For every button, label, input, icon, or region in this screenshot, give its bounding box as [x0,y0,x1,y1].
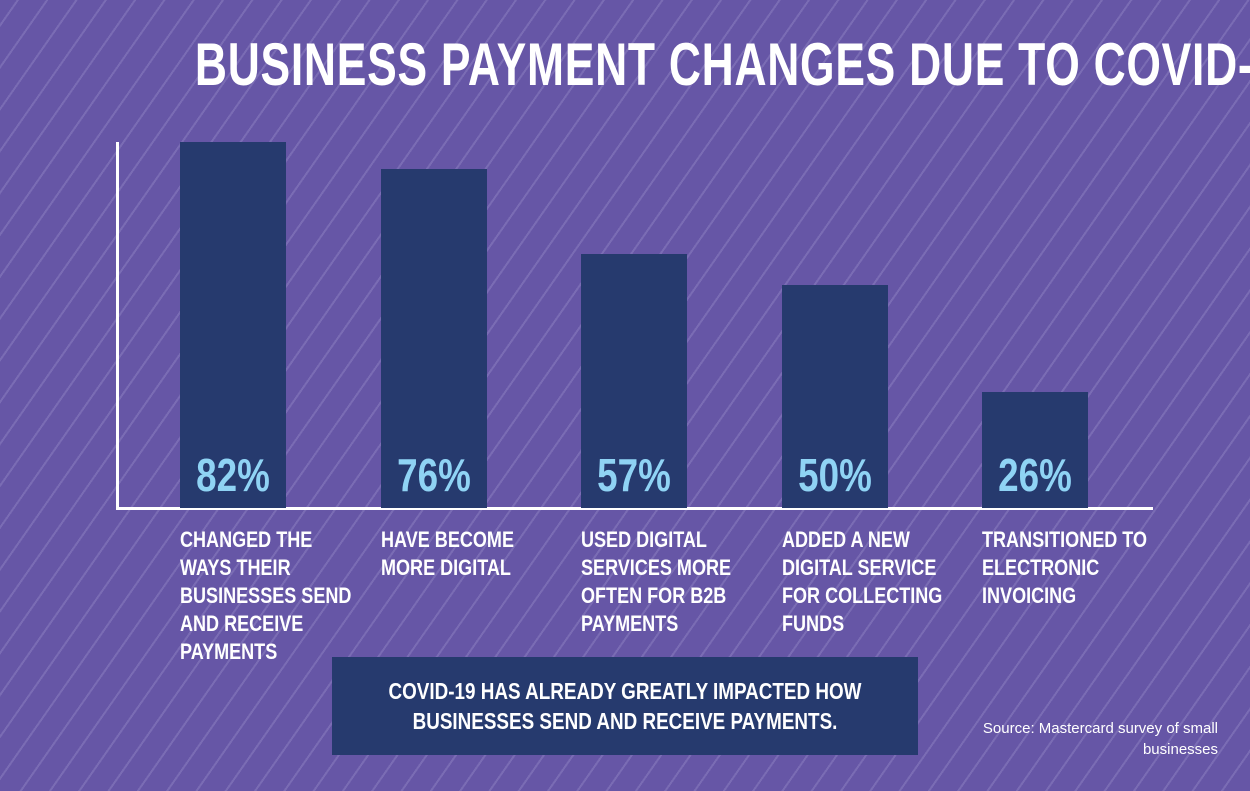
value-label: 50% [797,449,872,501]
x-tick-label: HAVE BECOME MORE DIGITAL [380,527,514,580]
x-tick-label: TRANSITIONED TO ELECTRONIC INVOICING [982,527,1148,608]
x-axis [116,507,1153,510]
bar [982,391,1088,508]
x-tick-label: CHANGED THE WAYS THEIR BUSINESSES SEND A… [180,527,352,664]
value-label: 82% [196,449,270,501]
value-label: 57% [597,449,671,501]
bar [380,168,487,508]
y-axis [116,142,119,510]
value-label: 26% [998,449,1072,501]
bar [781,284,888,508]
bar [180,142,286,508]
x-tick-label: USED DIGITAL SERVICES MORE OFTEN FOR B2B… [581,527,732,636]
chart-title-text: BUSINESS PAYMENT CHANGES DUE TO COVID-19 [194,31,1250,98]
x-tick-label: ADDED A NEW DIGITAL SERVICE FOR COLLECTI… [781,527,942,636]
value-label: 76% [396,449,471,501]
bar [581,253,687,508]
source: Source: Mastercard survey of small busin… [982,720,1218,758]
annotation: COVID-19 HAS ALREADY GREATLY IMPACTED HO… [388,678,862,734]
annotation-box: COVID-19 HAS ALREADY GREATLY IMPACTED HO… [332,657,918,755]
chart-title: BUSINESS PAYMENT CHANGES DUE TO COVID-19 [0,30,1250,99]
